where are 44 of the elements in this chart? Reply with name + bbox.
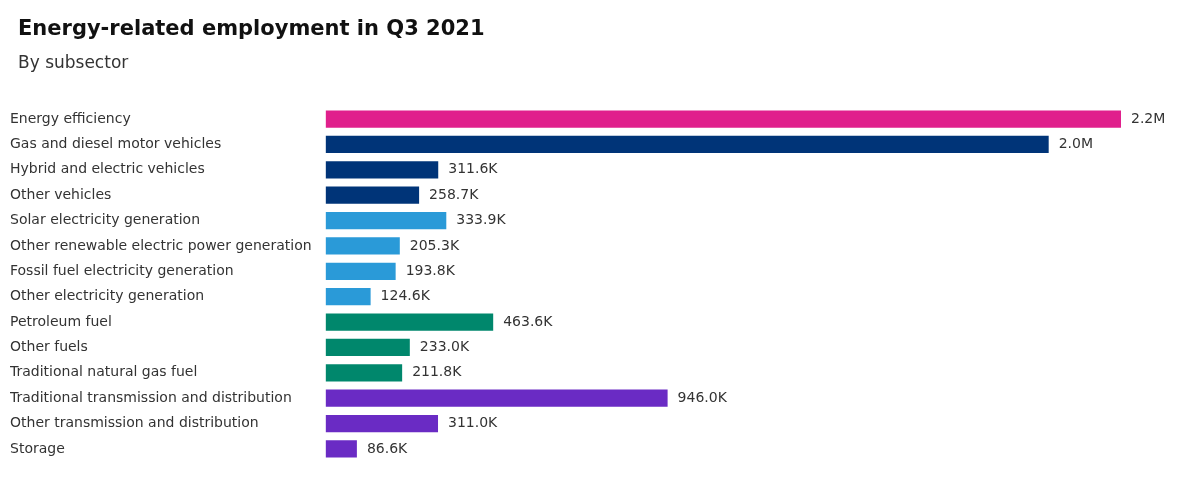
y-tick-label: Other electricity generation <box>10 287 205 304</box>
y-tick-label: Storage <box>10 439 65 456</box>
bar <box>325 186 420 204</box>
y-tick-label: Energy efficiency <box>10 109 131 126</box>
data-label: 2.2M <box>1131 109 1166 126</box>
chart-title: Energy-related employment in Q3 2021 <box>18 16 485 40</box>
bar <box>325 313 494 331</box>
y-tick-label: Traditional transmission and distribution <box>9 388 292 405</box>
y-tick-label: Other vehicles <box>10 185 112 202</box>
bar <box>325 364 403 382</box>
y-tick-label: Gas and diesel motor vehicles <box>10 135 222 152</box>
data-label: 193.8K <box>405 261 456 278</box>
data-label: 463.6K <box>503 312 554 329</box>
bar <box>325 211 447 230</box>
data-label: 311.6K <box>448 160 499 177</box>
bar <box>325 440 357 458</box>
bar <box>325 237 400 255</box>
y-tick-label: Petroleum fuel <box>10 312 112 329</box>
bar <box>325 288 371 306</box>
y-tick-label: Fossil fuel electricity generation <box>10 261 234 278</box>
bar <box>325 389 668 407</box>
data-label: 311.0K <box>448 414 499 431</box>
y-tick-label: Other transmission and distribution <box>10 414 259 431</box>
y-tick-label: Other fuels <box>10 338 88 355</box>
data-label: 2.0M <box>1058 135 1094 152</box>
data-label: 124.6K <box>380 287 431 304</box>
bar <box>325 161 439 179</box>
data-label: 946.0K <box>677 388 728 405</box>
bar <box>325 110 1121 128</box>
data-label: 233.0K <box>419 338 470 355</box>
text: By subsector <box>18 52 129 72</box>
bar <box>325 414 439 433</box>
y-tick-label: Hybrid and electric vehicles <box>10 160 205 177</box>
data-label: 86.6K <box>366 439 409 456</box>
y-tick-label: Traditional natural gas fuel <box>9 363 198 380</box>
y-tick-label: Other renewable electric power generation <box>10 236 312 253</box>
bar <box>325 262 396 280</box>
y-tick-label: Solar electricity generation <box>10 211 201 228</box>
data-label: 211.8K <box>412 363 463 380</box>
data-label: 205.3K <box>409 236 460 253</box>
data-label: 258.7K <box>429 185 480 202</box>
data-label: 333.9K <box>456 211 507 228</box>
bar <box>325 338 410 357</box>
bar <box>325 135 1049 154</box>
